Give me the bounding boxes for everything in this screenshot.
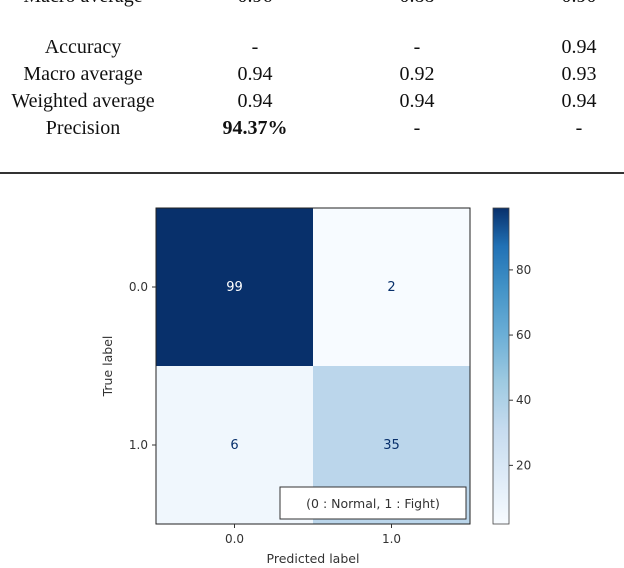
cell-value: 0.94 xyxy=(561,36,597,58)
y-tick-label: 0.0 xyxy=(129,280,148,294)
cell-value: - xyxy=(575,117,583,139)
x-axis-label: Predicted label xyxy=(267,551,360,566)
colorbar-tick-label: 20 xyxy=(516,458,531,472)
heatmap-cell-value: 35 xyxy=(383,438,400,453)
table-row: Macro average 0.94 0.92 0.93 xyxy=(0,62,624,86)
heatmap-cell-value: 6 xyxy=(230,438,238,453)
heatmap-cell xyxy=(313,208,470,366)
cell-value: 0.94 xyxy=(561,90,597,112)
row-label: Precision xyxy=(45,117,121,139)
cell-value: 0.93 xyxy=(561,63,597,85)
cell-value: 0.94 xyxy=(399,90,435,112)
y-axis-ticks: 0.0 1.0 xyxy=(129,280,156,452)
table-row: Precision 94.37% - - xyxy=(0,116,624,140)
table-row: Weighted average 0.94 0.94 0.94 xyxy=(0,89,624,113)
legend-annotation-text: (0 : Normal, 1 : Fight) xyxy=(306,496,440,511)
cell-value: 0.94 xyxy=(237,63,273,85)
x-tick-label: 0.0 xyxy=(225,532,244,546)
heatmap-cell-value: 99 xyxy=(226,280,243,295)
row-label: Accuracy xyxy=(44,36,122,58)
heatmap-cells xyxy=(156,208,470,524)
x-axis-ticks: 0.0 1.0 xyxy=(225,524,401,546)
row-label: Macro average xyxy=(23,63,143,85)
y-axis-label: True label xyxy=(100,336,115,398)
heatmap-cell-labels: 99 2 6 35 xyxy=(226,280,400,453)
heatmap-cell-value: 2 xyxy=(387,280,395,295)
colorbar-tick-label: 60 xyxy=(516,328,531,342)
row-label: Weighted average xyxy=(11,90,155,112)
table-row: Accuracy - - 0.94 xyxy=(0,35,624,59)
row-label: Macro average xyxy=(0,0,166,8)
colorbar-ticks: 20 40 60 80 xyxy=(509,263,531,472)
table-bottom-rule xyxy=(0,172,624,174)
cell-value: - xyxy=(413,117,421,139)
legend-annotation-box xyxy=(279,486,467,520)
cell-value: 0.96 xyxy=(195,0,315,8)
heatmap-frame xyxy=(155,207,471,525)
x-tick-label: 1.0 xyxy=(382,532,401,546)
colorbar-tick-label: 40 xyxy=(516,393,531,407)
heatmap-cell xyxy=(156,208,313,366)
cell-value-highlight: 94.37% xyxy=(222,117,288,139)
results-table: Macro average 0.96 0.88 0.90 Accuracy - … xyxy=(0,0,624,175)
cell-value: 0.92 xyxy=(399,63,435,85)
table-row-clipped: Macro average 0.96 0.88 0.90 xyxy=(0,0,624,8)
cell-value: 0.88 xyxy=(357,0,477,8)
colorbar-tick-label: 80 xyxy=(516,263,531,277)
y-tick-label: 1.0 xyxy=(129,438,148,452)
cell-value: - xyxy=(413,36,421,58)
colorbar xyxy=(492,207,510,525)
cell-value: 0.90 xyxy=(519,0,624,8)
cell-value: 0.94 xyxy=(237,90,273,112)
cell-value: - xyxy=(251,36,259,58)
